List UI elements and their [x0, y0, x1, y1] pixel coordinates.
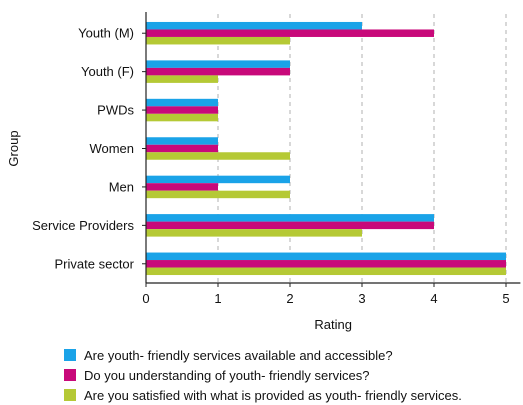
bar-3-0	[146, 36, 290, 45]
bar-1-0	[146, 21, 362, 30]
bar-1-6	[146, 252, 506, 261]
bar-1-5	[146, 214, 434, 222]
bar-2-4	[146, 183, 218, 191]
y-tick-label: Youth (F)	[81, 64, 134, 79]
bar-2-5	[146, 221, 434, 230]
x-tick-label: 4	[430, 291, 437, 306]
tick-labels: 0 1 2 3 4 5 Youth (M) Youth (F) PWDs Women Men Serv…	[32, 26, 509, 306]
bar-3-1	[146, 75, 218, 83]
bar-1-2	[146, 98, 218, 107]
x-tick-label: 5	[502, 291, 509, 306]
legend-item-1: Are youth- friendly services available a…	[64, 345, 462, 365]
legend-item-3: Are you satisfied with what is provided …	[64, 385, 462, 405]
legend-swatch	[64, 369, 76, 381]
bar-2-6	[146, 260, 506, 268]
y-tick-label: PWDs	[97, 103, 134, 118]
y-tick-label: Private sector	[55, 256, 135, 271]
bar-3-6	[146, 267, 506, 276]
bar-1-3	[146, 137, 218, 145]
legend-item-2: Do you understanding of youth- friendly …	[64, 365, 462, 385]
bar-1-1	[146, 60, 290, 68]
legend-label: Are you satisfied with what is provided …	[84, 387, 462, 403]
bar-2-1	[146, 67, 290, 76]
legend-swatch	[64, 349, 76, 361]
bar-chart: 0 1 2 3 4 5 Youth (M) Youth (F) PWDs Women Men Serv…	[6, 12, 521, 332]
bar-2-0	[146, 29, 434, 37]
bars	[146, 21, 506, 276]
y-tick-label: Youth (M)	[78, 26, 134, 41]
bar-3-5	[146, 229, 362, 237]
x-tick-label: 0	[142, 291, 149, 306]
y-tick-label: Service Providers	[32, 218, 134, 233]
legend-swatch	[64, 389, 76, 401]
x-tick-label: 2	[286, 291, 293, 306]
gridlines	[217, 14, 507, 283]
y-tick-label: Women	[89, 141, 134, 156]
bar-2-3	[146, 144, 218, 153]
axes	[145, 12, 521, 284]
legend-label: Are youth- friendly services available a…	[84, 347, 393, 363]
x-tick-label: 3	[358, 291, 365, 306]
bar-3-4	[146, 190, 290, 199]
bar-3-2	[146, 113, 218, 122]
bar-1-4	[146, 175, 290, 184]
legend: Are youth- friendly services available a…	[64, 345, 462, 405]
legend-label: Do you understanding of youth- friendly …	[84, 367, 370, 383]
bar-3-3	[146, 152, 290, 160]
y-tick-label: Men	[109, 179, 134, 194]
x-tick-label: 1	[214, 291, 221, 306]
y-axis-title: Group	[6, 130, 21, 166]
x-axis-title: Rating	[314, 317, 352, 332]
bar-2-2	[146, 106, 218, 114]
